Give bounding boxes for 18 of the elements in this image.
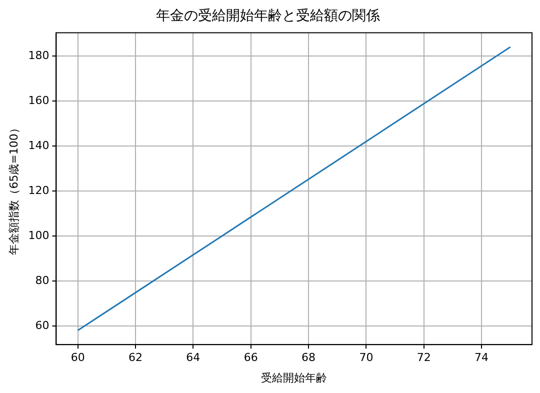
- x-tick-label: 74: [474, 351, 489, 364]
- y-axis-title: 年金額指数（65歳=100）: [7, 122, 20, 255]
- y-tick-label: 100: [28, 228, 50, 242]
- x-tick-label: 60: [70, 351, 85, 364]
- y-tick-label: 80: [35, 274, 50, 287]
- x-tick-label: 66: [244, 351, 258, 364]
- y-tick-label: 160: [28, 94, 50, 107]
- chart-title: 年金の受給開始年齢と受給額の関係: [156, 8, 380, 24]
- x-axis-title: 受給開始年齢: [261, 371, 328, 384]
- y-tick-label: 120: [28, 184, 50, 197]
- y-tick-label: 60: [35, 318, 50, 332]
- y-tick-label: 180: [28, 48, 50, 62]
- y-tick-label: 140: [28, 138, 50, 152]
- x-tick-label: 72: [416, 351, 431, 364]
- x-tick-label: 68: [302, 351, 316, 364]
- x-tick-label: 62: [128, 351, 142, 364]
- x-tick-label: 70: [359, 351, 374, 364]
- x-tick-label: 64: [186, 351, 200, 364]
